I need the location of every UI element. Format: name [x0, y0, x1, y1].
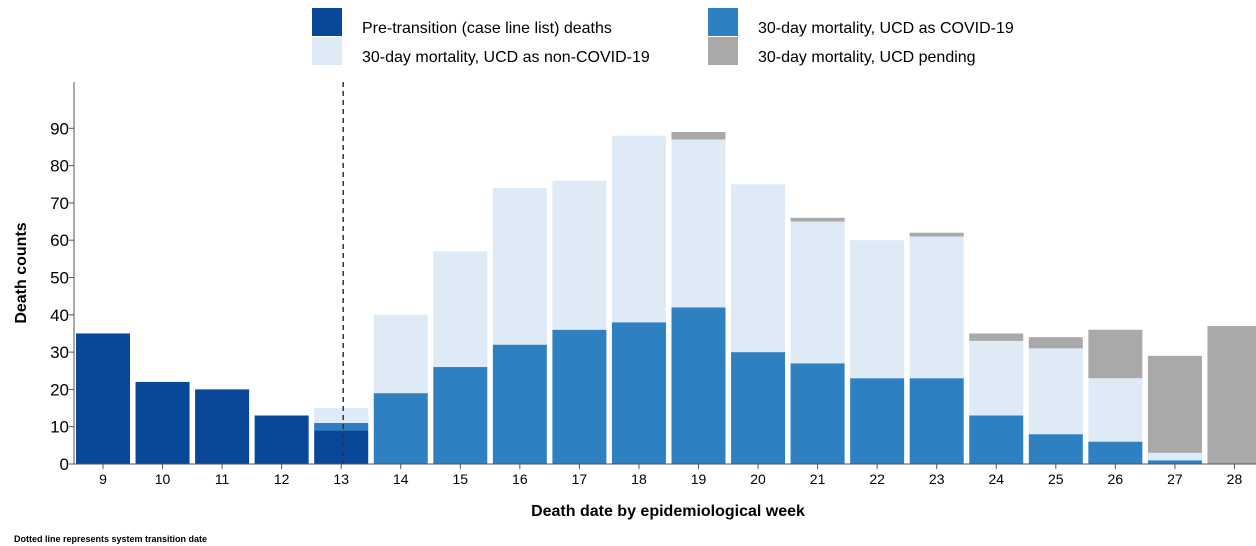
- bar-week-24-series-2: [969, 340, 1024, 416]
- bar-week-26-series-1: [1088, 441, 1143, 464]
- x-tick-label: 26: [1108, 471, 1124, 487]
- bar-week-10-series-0: [135, 381, 190, 464]
- bar-week-22-series-2: [850, 240, 905, 379]
- bar-week-19-series-2: [671, 139, 726, 308]
- x-tick-label: 12: [274, 471, 290, 487]
- bar-week-18-series-2: [611, 135, 666, 323]
- bar-week-23-series-3: [909, 232, 964, 237]
- legend-swatch: [312, 8, 342, 36]
- bar-week-18-series-1: [611, 322, 666, 464]
- legend-swatch: [312, 37, 342, 65]
- bar-week-14-series-1: [373, 393, 428, 464]
- x-tick-label: 18: [631, 471, 647, 487]
- bar-week-27-series-2: [1147, 452, 1202, 461]
- bar-week-9-series-0: [76, 333, 130, 464]
- bar-week-12-series-0: [254, 415, 309, 464]
- bar-week-27-series-1: [1147, 460, 1202, 464]
- x-tick-label: 21: [810, 471, 826, 487]
- bar-week-13-series-1: [314, 422, 369, 431]
- bar-week-16-series-1: [492, 344, 547, 464]
- bar-week-15-series-2: [433, 251, 488, 368]
- bar-week-25-series-2: [1028, 348, 1083, 435]
- bars: [76, 132, 1256, 464]
- x-tick-label: 24: [988, 471, 1004, 487]
- bar-week-26-series-2: [1088, 378, 1143, 442]
- bar-week-22-series-1: [850, 378, 905, 464]
- bar-week-17-series-1: [552, 329, 607, 464]
- bar-week-19-series-1: [671, 307, 726, 464]
- x-tick-label: 11: [215, 471, 230, 487]
- y-tick-label: 10: [50, 418, 69, 437]
- legend-swatch: [708, 37, 738, 65]
- y-tick-label: 30: [50, 343, 69, 362]
- x-axis-title: Death date by epidemiological week: [531, 503, 805, 520]
- x-tick-label: 15: [453, 471, 469, 487]
- legend-label: 30-day mortality, UCD pending: [758, 49, 976, 66]
- axes: 0 10 20 30 40 50 60 70 80 90 9 10 11 12 13 14 15 16 17 18 19…: [50, 82, 1256, 487]
- bar-week-13-series-2: [314, 408, 369, 423]
- legend-label: 30-day mortality, UCD as COVID-19: [758, 20, 1014, 37]
- x-tick-label: 16: [512, 471, 528, 487]
- bar-week-20-series-2: [731, 184, 786, 353]
- legend-swatch: [708, 8, 738, 36]
- bar-week-27-series-3: [1147, 355, 1202, 453]
- bar-week-25-series-3: [1028, 337, 1083, 349]
- bar-week-23-series-2: [909, 236, 964, 379]
- bar-week-20-series-1: [731, 352, 786, 464]
- bar-week-24-series-3: [969, 333, 1024, 341]
- bar-week-24-series-1: [969, 415, 1024, 464]
- y-tick-label: 0: [60, 455, 69, 474]
- x-tick-label: 27: [1167, 471, 1183, 487]
- bar-week-26-series-3: [1088, 329, 1143, 379]
- bar-week-28-series-3: [1207, 325, 1256, 464]
- bar-week-13-series-0: [314, 430, 369, 464]
- y-tick-label: 60: [50, 231, 69, 250]
- bar-week-21-series-1: [790, 363, 845, 464]
- x-tick-label: 14: [393, 471, 409, 487]
- y-tick-label: 70: [50, 194, 69, 213]
- x-tick-label: 17: [572, 471, 588, 487]
- y-tick-label: 20: [50, 380, 69, 399]
- legend-label: 30-day mortality, UCD as non-COVID-19: [362, 49, 650, 66]
- y-tick-label: 50: [50, 269, 69, 288]
- y-tick-label: 40: [50, 306, 69, 325]
- y-tick-label: 80: [50, 157, 69, 176]
- bar-week-21-series-2: [790, 221, 845, 364]
- bar-week-15-series-1: [433, 367, 488, 464]
- x-tick-label: 25: [1048, 471, 1064, 487]
- bar-week-23-series-1: [909, 378, 964, 464]
- x-tick-label: 10: [155, 471, 171, 487]
- y-axis-title: Death counts: [13, 222, 30, 323]
- x-tick-label: 20: [750, 471, 766, 487]
- bar-week-11-series-0: [195, 389, 250, 464]
- bar-week-14-series-2: [373, 314, 428, 394]
- x-tick-label: 9: [99, 471, 107, 487]
- bar-week-21-series-3: [790, 217, 845, 222]
- x-tick-label: 13: [333, 471, 349, 487]
- x-tick-label: 23: [929, 471, 945, 487]
- y-tick-label: 90: [50, 119, 69, 138]
- bar-week-19-series-3: [671, 132, 726, 140]
- bar-week-25-series-1: [1028, 434, 1083, 464]
- x-tick-label: 22: [869, 471, 885, 487]
- legend-label: Pre-transition (case line list) deaths: [362, 20, 612, 37]
- bar-week-17-series-2: [552, 180, 607, 330]
- x-tick-label: 28: [1227, 471, 1243, 487]
- bar-week-16-series-2: [492, 187, 547, 345]
- x-tick-label: 19: [691, 471, 707, 487]
- footnote: Dotted line represents system transition…: [14, 534, 207, 544]
- legend: Pre-transition (case line list) deaths 30…: [312, 8, 1014, 66]
